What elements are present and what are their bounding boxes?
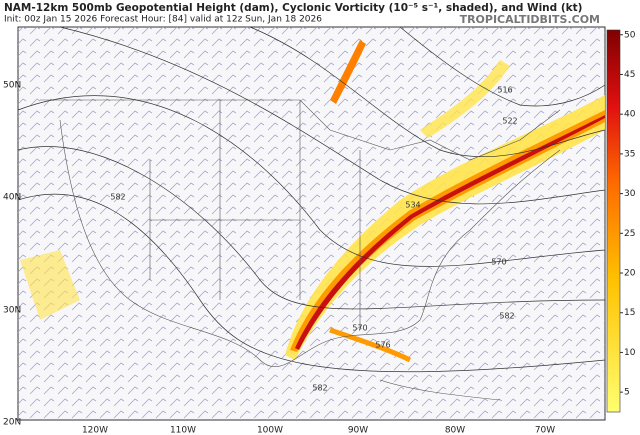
site-name: TROPICALTIDBITS.COM <box>460 13 600 26</box>
map-area <box>17 26 606 421</box>
lon-label: 110W <box>170 426 196 435</box>
lon-label: 100W <box>257 426 283 435</box>
colorbar-tick-label: 45 <box>624 70 635 80</box>
contour-label: 516 <box>497 86 512 95</box>
contour-label: 570 <box>352 324 367 333</box>
lat-label: 50N <box>3 81 21 91</box>
colorbar-tick-label: 20 <box>624 269 636 279</box>
lat-label: 40N <box>3 193 21 203</box>
colorbar-tick-label: 30 <box>624 189 636 199</box>
contour-labels: 582 534 522 516 570 582 570 576 582 <box>110 86 517 393</box>
contour-label: 570 <box>491 258 506 267</box>
contour-label: 576 <box>375 341 390 350</box>
colorbar-tick-label: 35 <box>624 149 635 159</box>
colorbar-tick-label: 5 <box>624 388 630 398</box>
lat-labels: 50N 40N 30N 20N <box>3 81 21 428</box>
contour-label: 582 <box>312 384 327 393</box>
lat-label: 30N <box>3 306 21 316</box>
lon-label: 90W <box>348 426 368 435</box>
colorbar-tick-label: 15 <box>624 308 635 318</box>
contour-label: 534 <box>405 201 420 210</box>
colorbar-tick-label: 50 <box>624 30 636 40</box>
contour-label: 582 <box>499 312 514 321</box>
contour-label: 522 <box>502 117 517 126</box>
colorbar-tick-label: 40 <box>624 110 636 120</box>
map-subtitle: Init: 00z Jan 15 2026 Forecast Hour: [84… <box>4 15 322 25</box>
lon-label: 120W <box>82 426 108 435</box>
lon-label: 80W <box>445 426 465 435</box>
lon-label: 70W <box>535 426 555 435</box>
colorbar-tick-label: 10 <box>624 348 636 358</box>
colorbar-tick-label: 25 <box>624 229 635 239</box>
colorbar <box>606 29 621 413</box>
contour-label: 582 <box>110 193 125 202</box>
map-title: NAM-12km 500mb Geopotential Height (dam)… <box>4 2 582 14</box>
lon-labels: 120W 110W 100W 90W 80W 70W <box>82 426 555 435</box>
lat-label: 20N <box>3 418 21 428</box>
